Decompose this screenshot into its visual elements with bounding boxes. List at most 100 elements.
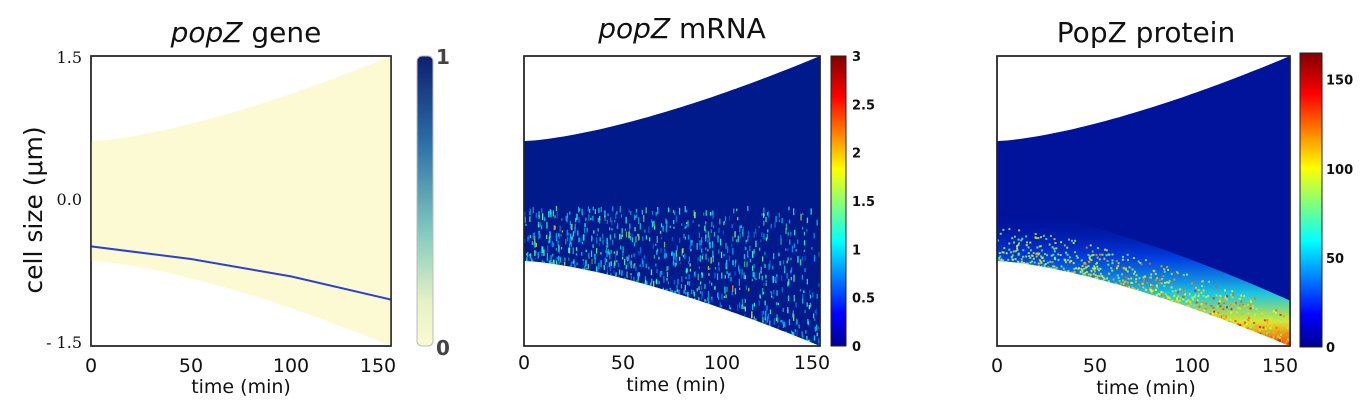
- mrna-heat-point: [685, 292, 687, 295]
- mrna-heat-point: [674, 262, 676, 267]
- protein-heat-point: [1035, 252, 1038, 255]
- mrna-heat-point: [613, 263, 615, 268]
- panel-gene-xtick-label: 150: [360, 355, 396, 377]
- mrna-heat-point: [685, 225, 687, 229]
- mrna-heat-point: [705, 239, 707, 242]
- mrna-heat-point: [657, 207, 659, 214]
- mrna-heat-point: [604, 257, 606, 263]
- mrna-heat-point: [548, 260, 550, 266]
- mrna-heat-point: [776, 302, 778, 306]
- mrna-heat-point: [666, 266, 668, 271]
- mrna-heat-point: [778, 212, 780, 218]
- protein-heat-point: [1042, 234, 1045, 237]
- mrna-heat-point: [642, 260, 644, 267]
- mrna-heat-point: [606, 265, 609, 272]
- protein-heat-point: [1097, 269, 1100, 272]
- mrna-heat-point: [584, 223, 586, 228]
- mrna-heat-point: [723, 221, 725, 224]
- mrna-heat-point: [560, 234, 562, 237]
- protein-heat-point: [1137, 283, 1140, 286]
- protein-heat-point: [1128, 275, 1131, 278]
- mrna-heat-point: [732, 247, 734, 255]
- protein-heat-point: [1210, 305, 1213, 307]
- mrna-heat-point: [676, 245, 678, 251]
- panel-mrna-colorbar-label: 1.5: [852, 195, 875, 210]
- mrna-heat-point: [713, 225, 715, 228]
- mrna-heat-point: [760, 239, 762, 243]
- protein-heat-point: [1247, 319, 1250, 322]
- panel-mrna-colorbar-label: 2: [852, 147, 861, 162]
- mrna-heat-point: [802, 294, 804, 300]
- mrna-heat-point: [570, 241, 572, 247]
- protein-heat-point: [1185, 300, 1188, 303]
- mrna-heat-point: [804, 310, 806, 313]
- mrna-heat-point: [607, 213, 609, 217]
- mrna-heat-point: [600, 260, 602, 267]
- mrna-heat-point: [669, 287, 671, 290]
- mrna-heat-point: [630, 261, 632, 268]
- panel-mrna-colorbar-label: 2.5: [852, 98, 875, 113]
- protein-heat-point: [1182, 298, 1185, 301]
- mrna-heat-point: [551, 261, 553, 265]
- protein-heat-point: [1096, 256, 1099, 259]
- protein-heat-point: [1285, 340, 1288, 343]
- mrna-heat-point: [676, 289, 678, 292]
- mrna-heat-point: [764, 300, 766, 306]
- protein-heat-point: [1194, 289, 1197, 292]
- mrna-heat-point: [527, 252, 529, 258]
- mrna-heat-point: [799, 289, 802, 292]
- mrna-heat-point: [610, 249, 612, 254]
- mrna-heat-point: [707, 249, 709, 252]
- mrna-heat-point: [705, 229, 707, 233]
- mrna-heat-point: [734, 271, 736, 276]
- mrna-heat-point: [687, 220, 689, 227]
- protein-heat-point: [1183, 289, 1186, 292]
- mrna-heat-point: [793, 208, 795, 216]
- mrna-heat-point: [605, 250, 607, 253]
- protein-heat-point: [1167, 269, 1170, 271]
- mrna-heat-point: [600, 206, 602, 213]
- protein-heat-point: [1083, 262, 1086, 265]
- protein-heat-point: [1133, 287, 1136, 290]
- mrna-heat-point: [776, 273, 778, 281]
- mrna-heat-point: [550, 211, 552, 218]
- mrna-heat-point: [546, 234, 548, 240]
- mrna-heat-point: [796, 318, 798, 325]
- panel-protein: PopZ protein 0 50 100 150 time (min) 150…: [991, 16, 1353, 399]
- mrna-heat-point: [566, 236, 569, 242]
- mrna-heat-point: [558, 250, 561, 254]
- mrna-heat-point: [726, 260, 728, 267]
- mrna-heat-point: [690, 249, 692, 252]
- protein-heat-point: [1102, 276, 1105, 279]
- mrna-heat-point: [635, 208, 638, 213]
- mrna-heat-point: [762, 316, 764, 323]
- protein-heat-point: [1074, 251, 1077, 254]
- mrna-heat-point: [778, 219, 781, 223]
- mrna-heat-point: [766, 212, 769, 216]
- mrna-heat-point: [734, 288, 737, 295]
- protein-heat-point: [998, 252, 1001, 255]
- protein-heat-point: [1266, 331, 1269, 334]
- mrna-heat-point: [626, 271, 628, 278]
- mrna-heat-point: [619, 245, 622, 250]
- protein-heat-point: [1238, 304, 1241, 307]
- mrna-heat-point: [698, 266, 700, 269]
- mrna-heat-point: [719, 302, 721, 309]
- protein-heat-point: [1099, 267, 1102, 270]
- mrna-heat-point: [742, 229, 744, 234]
- mrna-heat-point: [638, 272, 640, 278]
- protein-heat-point: [1243, 325, 1246, 328]
- protein-heat-point: [1187, 299, 1190, 302]
- mrna-heat-point: [764, 311, 767, 319]
- mrna-heat-point: [616, 250, 618, 256]
- mrna-heat-point: [541, 259, 543, 265]
- mrna-heat-point: [793, 295, 795, 302]
- mrna-heat-point: [689, 263, 691, 267]
- mrna-heat-point: [531, 258, 533, 262]
- mrna-heat-point: [655, 263, 657, 267]
- mrna-heat-point: [605, 244, 608, 251]
- protein-heat-point: [1089, 255, 1092, 258]
- mrna-heat-point: [747, 206, 749, 211]
- protein-heat-point: [1178, 299, 1181, 302]
- mrna-heat-point: [752, 271, 754, 278]
